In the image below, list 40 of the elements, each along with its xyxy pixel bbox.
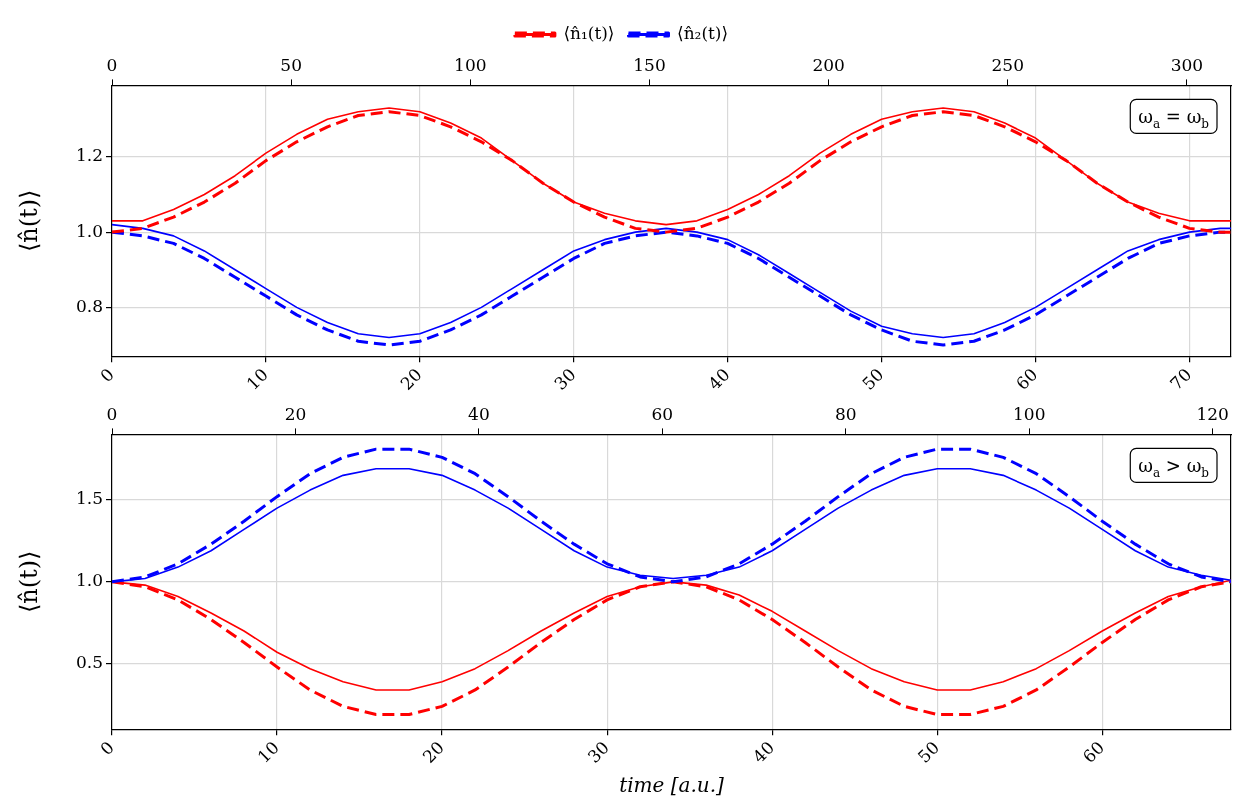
x2-tick-label: 100 (1012, 403, 1046, 424)
x-tick-label: 60 (1012, 364, 1042, 394)
x-tick-label: 60 (1078, 737, 1109, 767)
x-axis-title: time [a.u.] (619, 773, 725, 798)
y-axis-title: ⟨n̂(t)⟩ (14, 550, 43, 614)
x-tick-label: 30 (550, 364, 580, 394)
x-tick-label: 10 (253, 737, 283, 767)
x2-tick-label: 60 (651, 403, 674, 424)
x-tick-label: 50 (913, 737, 944, 767)
y-tick-label: 0.8 (75, 295, 103, 316)
x2-tick-label: 200 (812, 54, 845, 75)
x2-tick-label: 50 (280, 54, 302, 75)
x-tick-label: 0 (96, 364, 118, 387)
legend-label: ⟨n̂₁(t)⟩ (563, 22, 615, 43)
x-tick-label: 20 (396, 364, 426, 394)
x2-tick-label: 300 (1170, 54, 1204, 75)
y-tick-label: 1.0 (75, 570, 103, 591)
x2-tick-label: 20 (284, 403, 307, 424)
x2-tick-label: 80 (834, 403, 857, 424)
x2-tick-label: 0 (106, 54, 118, 75)
x2-tick-label: 120 (1196, 403, 1229, 424)
x-tick-label: 70 (1165, 364, 1196, 394)
x2-tick-label: 250 (991, 54, 1024, 75)
legend-label: ⟨n̂₂(t)⟩ (677, 22, 729, 43)
y-axis-title: ⟨n̂(t)⟩ (14, 189, 43, 253)
x-tick-label: 30 (583, 737, 614, 767)
y-tick-label: 0.5 (75, 652, 103, 673)
x-tick-label: 50 (858, 364, 888, 394)
x-tick-label: 40 (704, 364, 734, 394)
x-tick-label: 20 (418, 737, 449, 767)
y-tick-label: 1.0 (75, 220, 103, 241)
x-tick-label: 10 (242, 364, 272, 394)
x2-tick-label: 100 (454, 54, 487, 75)
y-tick-label: 1.5 (75, 488, 103, 509)
x2-tick-label: 150 (633, 54, 666, 75)
x-tick-label: 40 (748, 737, 779, 767)
x2-tick-label: 0 (106, 403, 118, 424)
y-tick-label: 1.2 (75, 145, 103, 166)
x-tick-label: 0 (96, 737, 118, 760)
x2-tick-label: 40 (468, 403, 490, 424)
